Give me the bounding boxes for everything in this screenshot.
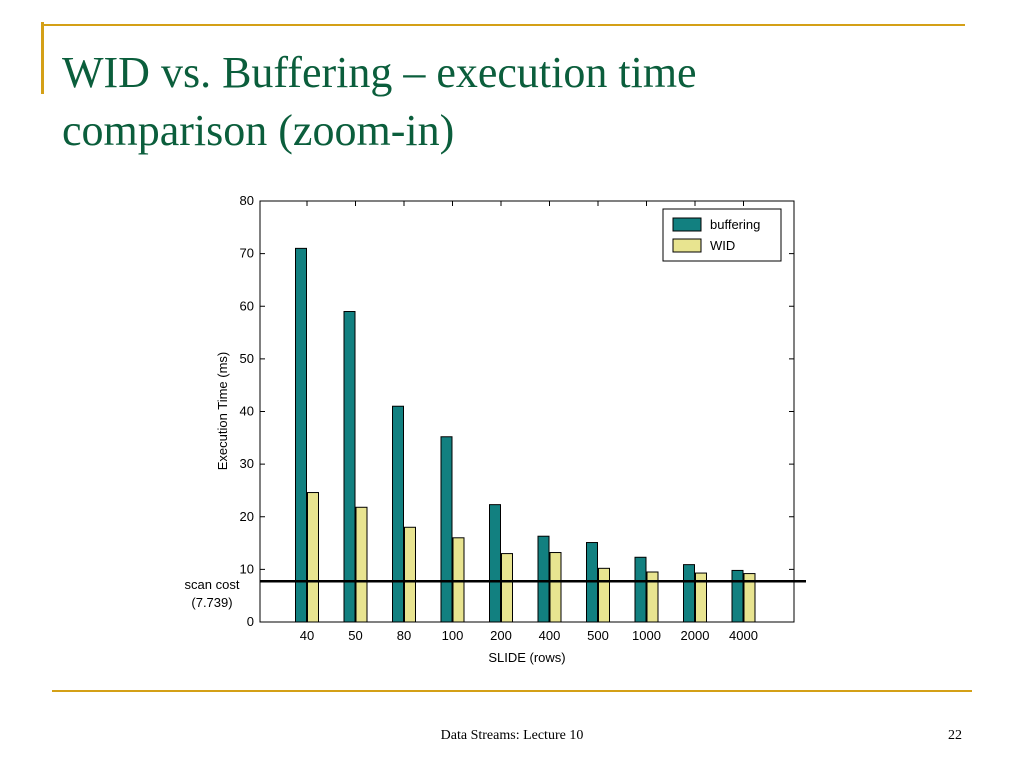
bar-wid-500 xyxy=(598,567,610,623)
slide-title-line-1: WID vs. Buffering – execution time xyxy=(62,48,697,97)
bar-wid-1000 xyxy=(646,571,659,623)
legend-swatch-buffering xyxy=(672,217,702,232)
bar-buffering-400 xyxy=(537,535,550,623)
x-axis-label: SLIDE (rows) xyxy=(488,650,565,665)
x-tick-label: 200 xyxy=(490,628,512,643)
y-tick-label: 50 xyxy=(240,351,254,366)
footer-rule xyxy=(52,690,972,692)
plot-area xyxy=(259,200,795,623)
slide-title: WID vs. Buffering – execution time compa… xyxy=(62,44,962,160)
bar-wid-2000 xyxy=(695,572,707,623)
x-tick-label: 500 xyxy=(587,628,609,643)
y-tick-label: 0 xyxy=(247,614,254,629)
bar-buffering-80 xyxy=(392,405,404,623)
bar-wid-400 xyxy=(549,552,562,623)
bar-wid-4000 xyxy=(743,573,756,623)
y-tick-label: 10 xyxy=(240,561,254,576)
footer-lecture-title: Data Streams: Lecture 10 xyxy=(440,728,584,743)
bar-buffering-2000 xyxy=(683,564,695,623)
bar-wid-40 xyxy=(307,492,319,623)
scan-cost-label-line-1: scan cost xyxy=(185,577,240,592)
x-tick-label: 50 xyxy=(348,628,362,643)
x-tick-label: 4000 xyxy=(729,628,758,643)
scan-cost-label-line-2: (7.739) xyxy=(191,595,232,610)
y-tick-label: 70 xyxy=(240,246,254,261)
legend-label-wid: WID xyxy=(710,238,735,253)
y-tick-label: 80 xyxy=(240,193,254,208)
y-axis-label: Execution Time (ms) xyxy=(215,352,230,470)
top-accent-rule xyxy=(41,24,965,26)
slide-title-line-2: comparison (zoom-in) xyxy=(62,106,455,155)
page-number: 22 xyxy=(948,728,962,743)
bar-wid-50 xyxy=(355,506,368,623)
bar-wid-200 xyxy=(501,553,513,623)
bar-buffering-40 xyxy=(295,247,307,623)
x-tick-label: 80 xyxy=(397,628,411,643)
execution-time-chart: 0 10 20 30 40 50 60 70 80 40 50 80 100 200 400 500 1000 2… xyxy=(185,193,806,665)
y-tick-label: 60 xyxy=(240,298,254,313)
x-tick-label: 100 xyxy=(442,628,464,643)
bar-wid-80 xyxy=(404,526,416,623)
x-tick-label: 2000 xyxy=(681,628,710,643)
bar-buffering-200 xyxy=(489,504,501,623)
title-accent-bar xyxy=(41,22,44,94)
bar-series xyxy=(295,247,756,623)
axis-ticks: 0 10 20 30 40 50 60 70 80 40 50 80 100 200 400 500 1000 2… xyxy=(240,193,794,643)
y-tick-label: 30 xyxy=(240,456,254,471)
legend-label-buffering: buffering xyxy=(710,217,760,232)
bar-wid-100 xyxy=(452,537,465,623)
y-tick-label: 20 xyxy=(240,509,254,524)
legend-swatch-wid xyxy=(672,238,702,253)
bar-buffering-1000 xyxy=(634,556,647,623)
bar-buffering-4000 xyxy=(731,569,744,623)
x-tick-label: 400 xyxy=(539,628,561,643)
x-tick-label: 1000 xyxy=(632,628,661,643)
bar-buffering-50 xyxy=(343,311,356,623)
x-tick-label: 40 xyxy=(300,628,314,643)
bar-buffering-100 xyxy=(440,436,453,623)
y-tick-label: 40 xyxy=(240,404,254,419)
legend: buffering WID xyxy=(662,208,782,262)
